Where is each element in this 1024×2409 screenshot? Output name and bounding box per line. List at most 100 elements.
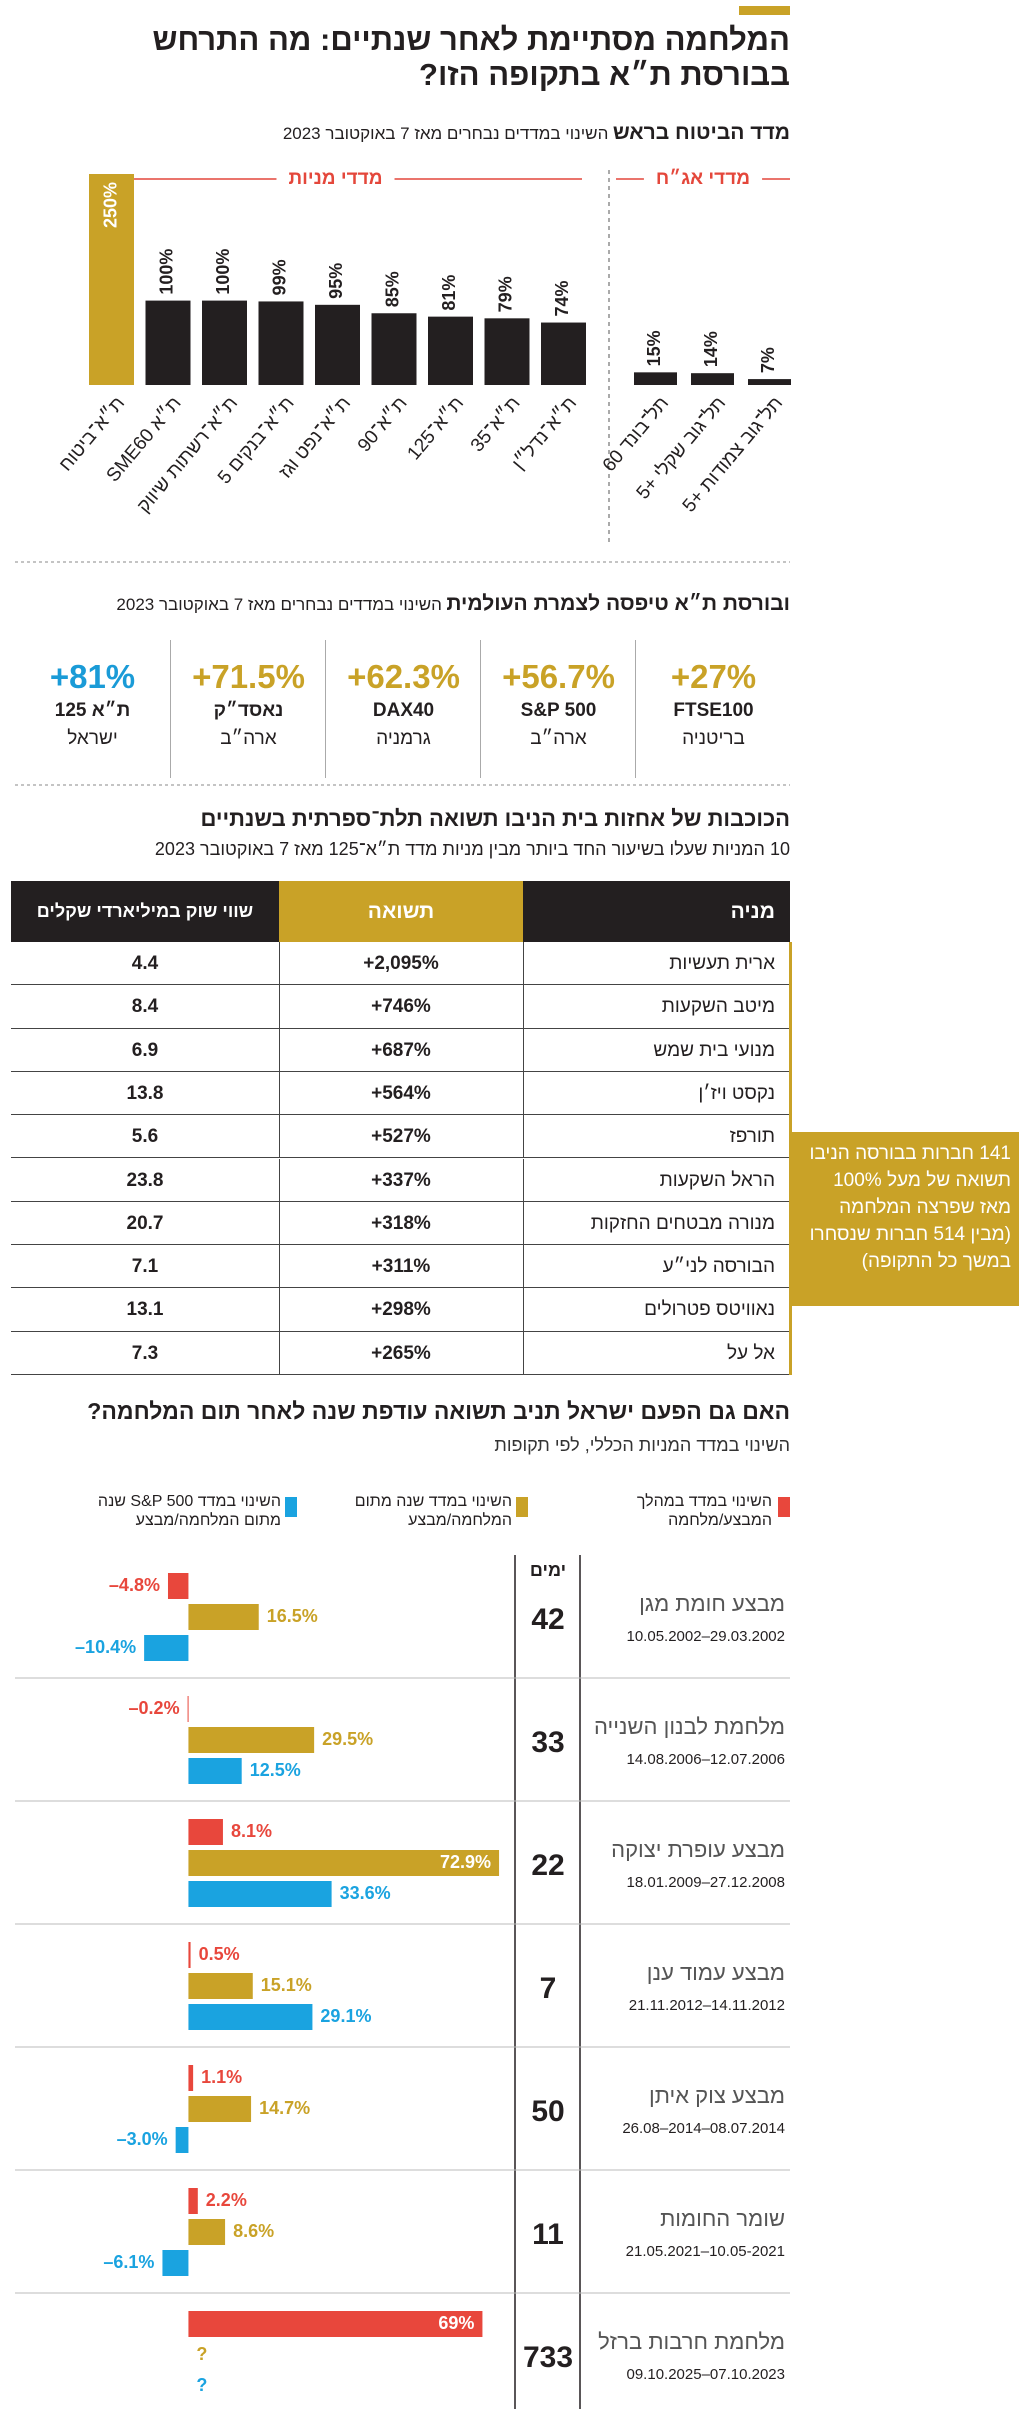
- bar: [315, 304, 360, 385]
- tile-value: +62.3%: [347, 658, 460, 695]
- date-range: 21.11.2012–14.11.2012: [629, 1997, 785, 2014]
- value-label: 15.1%: [261, 1975, 312, 1995]
- tile-name: ת״א 125: [54, 700, 131, 721]
- bar: [188, 2219, 226, 2245]
- table-cell: הראל השקעות: [523, 1159, 790, 1202]
- value-label: ?: [196, 2375, 207, 2395]
- bar: [202, 300, 247, 385]
- value-label: 16.5%: [267, 1606, 318, 1626]
- category-label: ת״א־רשתות שיווק: [133, 393, 242, 517]
- index-tile: +56.7% S&P 500 ארה״ב: [480, 640, 636, 778]
- table-cell: 7.1: [11, 1245, 280, 1289]
- days-value: 7: [540, 1972, 557, 2005]
- date-range: 26.08–2014–08.07.2014: [622, 2120, 785, 2137]
- date-range: 18.01.2009–27.12.2008: [627, 1874, 786, 1891]
- table-cell: +527%: [279, 1115, 524, 1159]
- table-cell: +687%: [279, 1028, 524, 1072]
- table-cell: תורפז: [523, 1115, 790, 1159]
- value-label: 33.6%: [340, 1883, 391, 1903]
- value-label: 79%: [496, 276, 516, 312]
- table-accent: [789, 942, 792, 1375]
- bar: [188, 1881, 332, 1907]
- days-value: 50: [531, 2095, 564, 2128]
- table-cell: +298%: [279, 1288, 524, 1332]
- bar: [371, 313, 417, 385]
- legend-swatch: [778, 1497, 790, 1517]
- bar: [188, 2004, 313, 2030]
- date-range: 10.05.2002–29.03.2002: [627, 1628, 786, 1645]
- headline: ובורסת ת״א טיפסה לצמרת העולמית: [446, 592, 790, 615]
- legend-label: השינוי במדד במהלך המבצע/מלחמה: [636, 1493, 772, 1529]
- table-cell: מנורה מבטחים החזקות: [523, 1202, 790, 1246]
- category-label: מלחמת לבנון השנייה: [594, 1714, 785, 1739]
- value-label: 2.2%: [206, 2190, 247, 2210]
- value-label: 8.1%: [231, 1821, 272, 1841]
- tile-country: ארה״ב: [530, 728, 587, 749]
- bar: [89, 174, 134, 385]
- bar: [188, 1819, 223, 1845]
- legend-label: השינוי במדד S&P 500 שנה מתום המלחמה/מבצע: [97, 1493, 281, 1529]
- table-header-cell: מניה: [523, 881, 790, 942]
- tile-country: ישראל: [67, 728, 118, 749]
- table-cell: ארית תעשיות: [523, 942, 790, 986]
- legend-swatch: [285, 1497, 297, 1517]
- value-label: 250%: [100, 182, 120, 228]
- accent-bar: [739, 6, 790, 15]
- bar: [748, 379, 791, 385]
- headline: מדד הביטוח בראש: [612, 121, 790, 144]
- table-cell: 13.8: [11, 1071, 280, 1116]
- category-label: מבצע חומת מגן: [639, 1591, 785, 1616]
- category-label: מבצע צוק איתן: [649, 2083, 785, 2108]
- chart-title: האם גם הפעם ישראל תניב תשואה עודפת שנה ל…: [87, 1398, 790, 1424]
- table-cell: +318%: [279, 1201, 524, 1246]
- table-cell: 8.4: [11, 985, 280, 1029]
- table-cell: 6.9: [11, 1028, 280, 1072]
- callout-note: 141 חברות בבורסה הניבו תשואה של מעל 100%…: [792, 1132, 1019, 1306]
- category-label: מבצע עמוד ענן: [647, 1960, 785, 1985]
- days-header: ימים: [530, 1560, 566, 1580]
- date-range: 09.10.2025–07.10.2023: [627, 2366, 786, 2383]
- tile-country: ארה״ב: [220, 728, 277, 749]
- date-range: 21.05.2021–10.05-2021: [626, 2243, 785, 2260]
- bar: [188, 1850, 500, 1876]
- table-cell: +746%: [279, 985, 524, 1029]
- value-label: 100%: [213, 249, 233, 295]
- tile-name: DAX40: [372, 700, 435, 721]
- table-cell: 7.3: [11, 1331, 280, 1375]
- index-tile: +81% ת״א 125 ישראל: [15, 640, 170, 778]
- table-cell: 20.7: [11, 1201, 280, 1246]
- legend-label: השינוי במדד שנה מתום המלחמה/מבצע: [354, 1493, 512, 1529]
- bar: [484, 318, 530, 385]
- value-label: 0.5%: [199, 1944, 240, 1964]
- bar: [144, 1635, 189, 1661]
- table-subtitle: 10 המניות שעלו בשיעור החד ביותר מבין מני…: [154, 839, 790, 859]
- value-label: –0.2%: [129, 1698, 180, 1718]
- bar: [187, 1696, 189, 1722]
- table-cell: מנועי בית שמש: [523, 1029, 790, 1072]
- category-label: ת״א־90: [354, 393, 412, 456]
- date-range: 14.08.2006–12.07.2006: [627, 1751, 786, 1768]
- category-label: ת״א־125: [404, 393, 469, 464]
- table-header-cell: תשואה: [279, 881, 523, 942]
- value-label: 29.1%: [320, 2006, 371, 2026]
- tile-value: +27%: [670, 658, 757, 695]
- tile-country: גרמניה: [376, 728, 431, 749]
- value-label: 14.7%: [259, 2098, 310, 2118]
- bar: [188, 1758, 242, 1784]
- tile-name: FTSE100: [673, 700, 754, 721]
- table-cell: +2,095%: [279, 942, 524, 986]
- table-header-cell: שווי שוק במיליארדי שקלים: [11, 881, 279, 942]
- table-cell: +564%: [279, 1071, 524, 1116]
- group-title: מדדי מניות: [288, 168, 382, 189]
- days-value: 733: [523, 2341, 573, 2374]
- value-label: 74%: [552, 281, 572, 317]
- section-heading: מדד הביטוח בראש השינוי במדדים נבחרים מאז…: [283, 121, 790, 145]
- bar: [188, 1727, 315, 1753]
- value-label: –3.0%: [117, 2129, 168, 2149]
- index-tile: +62.3% DAX40 גרמניה: [325, 640, 481, 778]
- category-label: תל־גוב צמודות +5: [679, 393, 787, 516]
- bar: [167, 1573, 189, 1599]
